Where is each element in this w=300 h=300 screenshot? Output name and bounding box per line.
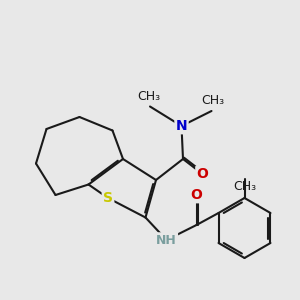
Text: CH₃: CH₃	[233, 180, 256, 193]
Text: NH: NH	[156, 233, 177, 247]
Text: S: S	[103, 191, 113, 205]
Text: CH₃: CH₃	[201, 94, 225, 107]
Text: CH₃: CH₃	[137, 90, 160, 103]
Text: N: N	[176, 119, 187, 133]
Text: O: O	[196, 167, 208, 181]
Text: O: O	[190, 188, 202, 202]
